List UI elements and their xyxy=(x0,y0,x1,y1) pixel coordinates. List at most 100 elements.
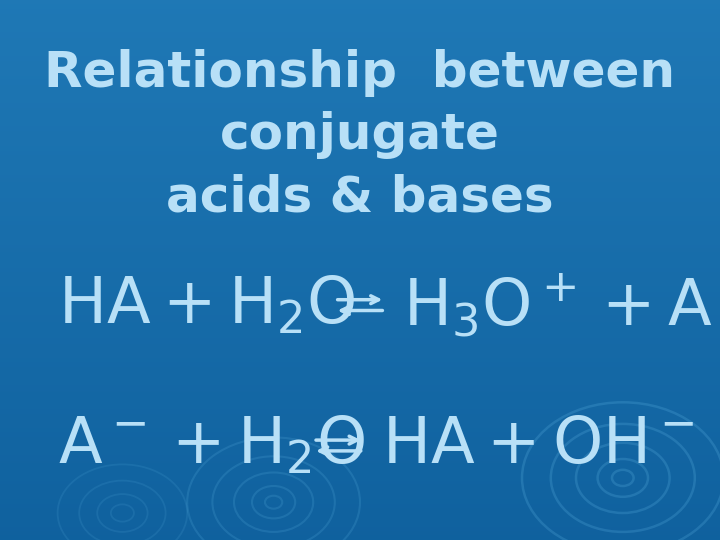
Bar xyxy=(0,535,720,536)
Bar xyxy=(0,198,720,200)
Bar xyxy=(0,173,720,174)
Bar xyxy=(0,358,720,360)
Bar xyxy=(0,204,720,205)
Bar xyxy=(0,351,720,353)
Bar xyxy=(0,513,720,515)
Bar xyxy=(0,250,720,252)
Bar xyxy=(0,227,720,228)
Bar xyxy=(0,529,720,531)
Bar xyxy=(0,65,720,66)
Bar xyxy=(0,169,720,171)
Bar xyxy=(0,313,720,315)
Bar xyxy=(0,533,720,535)
Bar xyxy=(0,452,720,454)
Bar xyxy=(0,119,720,120)
Bar xyxy=(0,254,720,255)
Bar xyxy=(0,474,720,475)
Bar xyxy=(0,443,720,444)
Bar xyxy=(0,155,720,157)
Bar xyxy=(0,495,720,497)
Bar xyxy=(0,126,720,128)
Bar xyxy=(0,117,720,119)
Bar xyxy=(0,187,720,189)
Bar xyxy=(0,106,720,108)
Bar xyxy=(0,258,720,259)
Bar xyxy=(0,150,720,151)
Bar xyxy=(0,147,720,150)
Bar xyxy=(0,511,720,513)
Bar xyxy=(0,70,720,72)
Bar xyxy=(0,486,720,488)
Bar xyxy=(0,366,720,367)
Bar xyxy=(0,434,720,436)
Bar xyxy=(0,245,720,247)
Bar xyxy=(0,36,720,38)
Bar xyxy=(0,409,720,410)
Bar xyxy=(0,123,720,124)
Bar xyxy=(0,97,720,99)
Bar xyxy=(0,7,720,9)
Bar xyxy=(0,27,720,29)
Bar xyxy=(0,63,720,65)
Bar xyxy=(0,207,720,209)
Bar xyxy=(0,47,720,49)
Text: $\mathregular{HA + OH^-}$: $\mathregular{HA + OH^-}$ xyxy=(382,415,694,476)
Bar xyxy=(0,182,720,184)
Bar xyxy=(0,317,720,319)
Bar xyxy=(0,297,720,299)
Bar xyxy=(0,293,720,295)
Bar xyxy=(0,96,720,97)
Bar xyxy=(0,45,720,47)
Bar xyxy=(0,113,720,115)
Bar xyxy=(0,484,720,486)
Bar xyxy=(0,387,720,389)
Bar xyxy=(0,373,720,374)
Bar xyxy=(0,405,720,407)
Bar xyxy=(0,86,720,88)
Bar xyxy=(0,497,720,498)
Bar xyxy=(0,328,720,329)
Bar xyxy=(0,290,720,292)
Bar xyxy=(0,243,720,245)
Bar xyxy=(0,501,720,502)
Bar xyxy=(0,304,720,306)
Bar xyxy=(0,184,720,185)
Bar xyxy=(0,248,720,250)
Bar xyxy=(0,128,720,130)
Bar xyxy=(0,437,720,439)
Bar xyxy=(0,22,720,23)
Bar xyxy=(0,331,720,333)
Bar xyxy=(0,92,720,93)
Bar xyxy=(0,481,720,482)
Bar xyxy=(0,268,720,270)
Bar xyxy=(0,407,720,409)
Bar xyxy=(0,77,720,79)
Bar xyxy=(0,112,720,113)
Text: $\mathregular{A^- + H_2O}$: $\mathregular{A^- + H_2O}$ xyxy=(58,414,364,477)
Bar xyxy=(0,340,720,342)
Bar xyxy=(0,130,720,131)
Bar xyxy=(0,468,720,470)
Bar xyxy=(0,221,720,223)
Bar xyxy=(0,461,720,463)
Bar xyxy=(0,270,720,272)
Bar xyxy=(0,196,720,198)
Bar xyxy=(0,228,720,231)
Bar xyxy=(0,133,720,135)
Bar xyxy=(0,177,720,178)
Bar xyxy=(0,288,720,290)
Bar xyxy=(0,137,720,139)
Bar xyxy=(0,99,720,101)
Bar xyxy=(0,214,720,216)
Bar xyxy=(0,355,720,356)
Bar xyxy=(0,515,720,517)
Bar xyxy=(0,153,720,155)
Bar xyxy=(0,61,720,63)
Bar xyxy=(0,315,720,317)
Bar xyxy=(0,475,720,477)
Bar xyxy=(0,292,720,293)
Bar xyxy=(0,347,720,349)
Bar xyxy=(0,356,720,358)
Bar xyxy=(0,363,720,366)
Bar xyxy=(0,400,720,401)
